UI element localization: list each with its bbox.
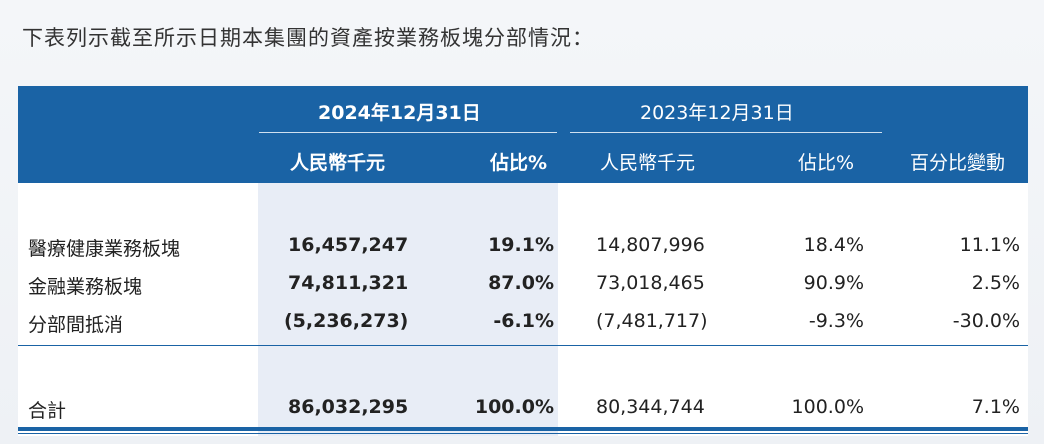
row-value-2024: 16,457,247: [288, 234, 409, 256]
header-underline-2023: [570, 132, 882, 133]
row-change: 2.5%: [971, 272, 1020, 294]
intro-text: 下表列示截至所示日期本集團的資產按業務板塊分部情況：: [22, 26, 594, 50]
table-header: 2024年12月31日 2023年12月31日 人民幣千元 佔比% 人民幣千元 …: [18, 86, 1028, 183]
row-pct-2023: 90.9%: [803, 272, 864, 294]
row-value-2024: 74,811,321: [288, 272, 409, 294]
header-rmb-2023: 人民幣千元: [600, 152, 696, 174]
header-pct-2023: 佔比%: [798, 152, 855, 174]
row-pct-2023: 18.4%: [803, 234, 864, 256]
row-pct-2024: 19.1%: [488, 234, 554, 256]
segment-assets-table: 2024年12月31日 2023年12月31日 人民幣千元 佔比% 人民幣千元 …: [18, 86, 1028, 436]
row-pct-2024: -6.1%: [493, 310, 554, 332]
row-label: 醫療健康業務板塊: [28, 238, 181, 260]
highlight-column-2024: [258, 183, 558, 436]
total-label: 合計: [28, 400, 67, 422]
row-pct-2024: 87.0%: [488, 272, 554, 294]
total-pct-2023: 100.0%: [791, 396, 864, 418]
total-double-rule-top: [18, 427, 1028, 431]
total-pct-2024: 100.0%: [474, 396, 554, 418]
row-change: 11.1%: [959, 234, 1020, 256]
header-change: 百分比變動: [910, 152, 1006, 174]
row-pct-2023: -9.3%: [808, 310, 864, 332]
total-double-rule-bottom: [18, 433, 1028, 434]
subtotal-separator: [18, 345, 1028, 346]
total-change: 7.1%: [971, 396, 1020, 418]
row-value-2024: (5,236,273): [284, 310, 409, 332]
header-date-2023: 2023年12月31日: [640, 102, 794, 124]
row-change: -30.0%: [952, 310, 1020, 332]
header-rmb-2024: 人民幣千元: [290, 152, 386, 174]
row-value-2023: 14,807,996: [596, 234, 705, 256]
row-label: 金融業務板塊: [28, 276, 143, 298]
row-label: 分部間抵消: [28, 314, 124, 336]
total-value-2024: 86,032,295: [288, 396, 409, 418]
header-pct-2024: 佔比%: [490, 152, 548, 174]
row-value-2023: 73,018,465: [596, 272, 705, 294]
total-value-2023: 80,344,744: [596, 396, 705, 418]
row-value-2023: (7,481,717): [596, 310, 708, 332]
header-underline-2024: [259, 132, 557, 133]
header-date-2024: 2024年12月31日: [318, 102, 481, 124]
